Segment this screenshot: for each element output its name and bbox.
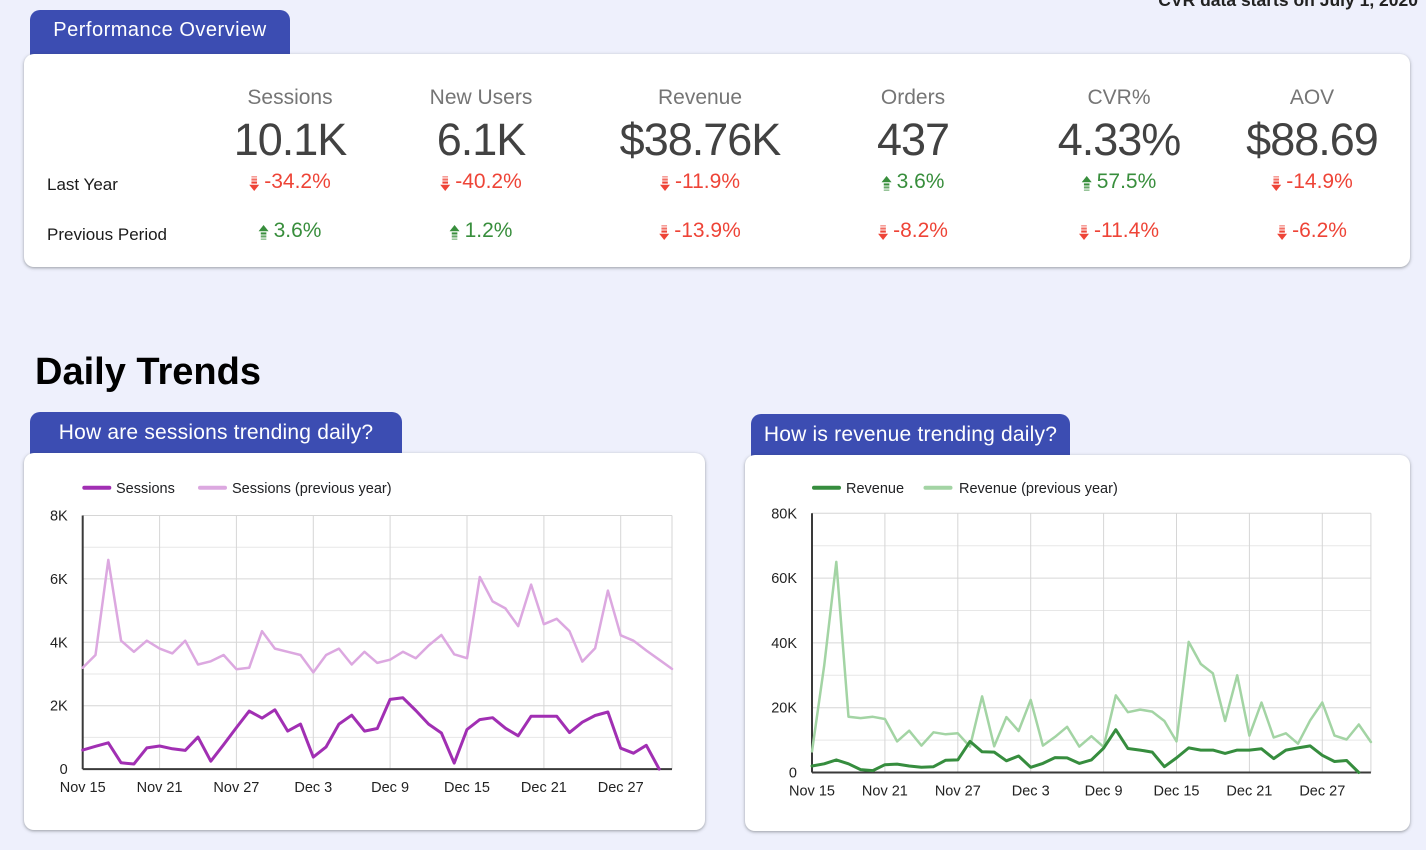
svg-text:Sessions (previous year): Sessions (previous year) [232, 481, 392, 497]
svg-text:8K: 8K [50, 509, 68, 525]
svg-text:80K: 80K [771, 506, 797, 522]
svg-text:Dec 27: Dec 27 [1299, 784, 1345, 800]
svg-text:Dec 27: Dec 27 [598, 780, 644, 796]
svg-text:Dec 21: Dec 21 [521, 780, 567, 796]
svg-text:Nov 15: Nov 15 [789, 784, 835, 800]
svg-text:Revenue: Revenue [846, 481, 904, 497]
svg-text:Nov 21: Nov 21 [862, 784, 908, 800]
svg-text:Nov 27: Nov 27 [213, 780, 259, 796]
svg-text:Nov 15: Nov 15 [60, 780, 106, 796]
svg-text:40K: 40K [771, 636, 797, 652]
svg-text:4K: 4K [50, 635, 68, 651]
svg-text:6K: 6K [50, 572, 68, 588]
svg-text:0: 0 [60, 762, 68, 778]
svg-text:Dec 15: Dec 15 [1154, 784, 1200, 800]
svg-text:Dec 3: Dec 3 [294, 780, 332, 796]
svg-text:Sessions: Sessions [116, 481, 175, 497]
svg-text:60K: 60K [771, 571, 797, 587]
svg-text:Dec 15: Dec 15 [444, 780, 490, 796]
svg-text:Nov 21: Nov 21 [137, 780, 183, 796]
svg-text:Dec 3: Dec 3 [1012, 784, 1050, 800]
svg-text:Revenue (previous year): Revenue (previous year) [959, 481, 1118, 497]
svg-text:Dec 9: Dec 9 [1085, 784, 1123, 800]
svg-text:Dec 21: Dec 21 [1226, 784, 1272, 800]
svg-text:20K: 20K [771, 701, 797, 717]
svg-text:2K: 2K [50, 699, 68, 715]
svg-text:Dec 9: Dec 9 [371, 780, 409, 796]
svg-text:Nov 27: Nov 27 [935, 784, 981, 800]
svg-text:0: 0 [789, 766, 797, 782]
